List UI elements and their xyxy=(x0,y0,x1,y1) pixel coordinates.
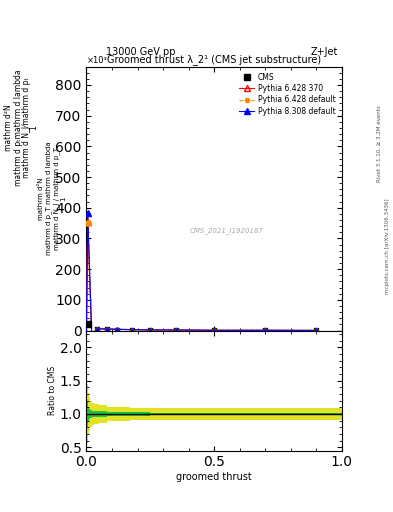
Text: 13000 GeV pp: 13000 GeV pp xyxy=(106,47,176,57)
Text: CMS_2021_I1920187: CMS_2021_I1920187 xyxy=(190,227,264,233)
Text: ×10³: ×10³ xyxy=(86,56,107,65)
Text: mathrm d N_J⁄mathrm d pₜ: mathrm d N_J⁄mathrm d pₜ xyxy=(22,77,31,179)
Y-axis label: mathrm d²N
mathrm d p_T mathrm d lambda
mathrm d N_J / mathrm d p_T
1: mathrm d²N mathrm d p_T mathrm d lambda … xyxy=(38,142,67,255)
Text: 1: 1 xyxy=(29,125,39,131)
Legend: CMS, Pythia 6.428 370, Pythia 6.428 default, Pythia 8.308 default: CMS, Pythia 6.428 370, Pythia 6.428 defa… xyxy=(237,70,338,118)
X-axis label: groomed thrust: groomed thrust xyxy=(176,472,252,482)
Y-axis label: Ratio to CMS: Ratio to CMS xyxy=(48,366,57,415)
Text: mcplots.cern.ch [arXiv:1306.3436]: mcplots.cern.ch [arXiv:1306.3436] xyxy=(385,198,389,293)
Text: Rivet 3.1.10, ≥ 3.2M events: Rivet 3.1.10, ≥ 3.2M events xyxy=(377,105,382,182)
Title: Groomed thrust λ_2¹ (CMS jet substructure): Groomed thrust λ_2¹ (CMS jet substructur… xyxy=(107,54,321,66)
Text: mathrm d pₜmathrm d lambda: mathrm d pₜmathrm d lambda xyxy=(14,70,23,186)
Text: mathrm d²N: mathrm d²N xyxy=(4,104,13,152)
Text: Z+Jet: Z+Jet xyxy=(310,47,338,57)
